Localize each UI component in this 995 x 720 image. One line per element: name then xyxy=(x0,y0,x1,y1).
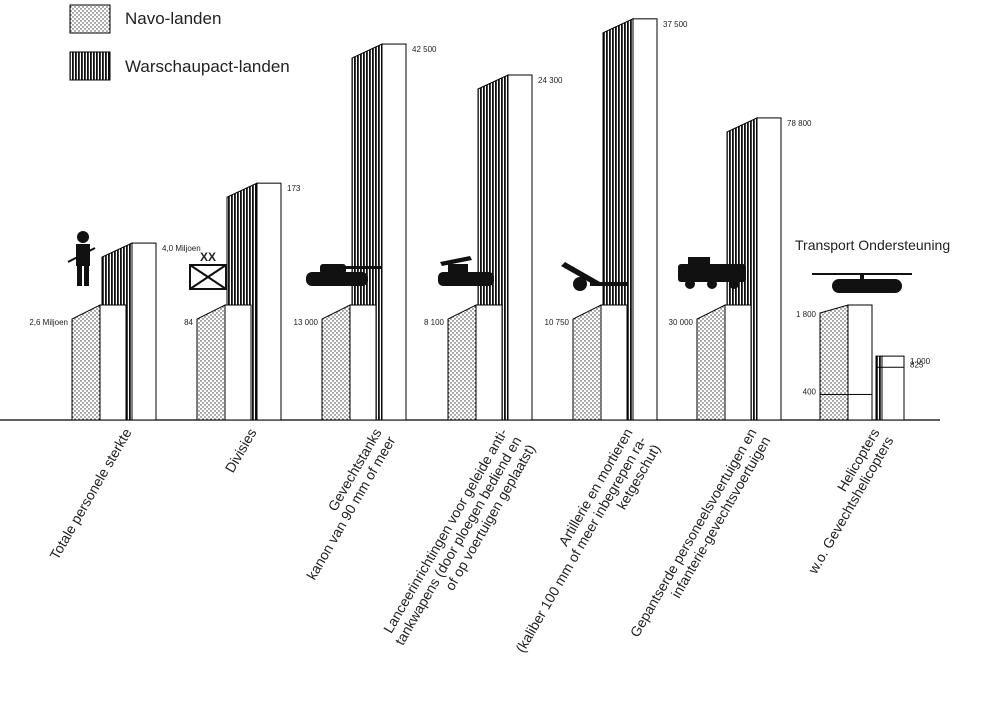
bar-segment xyxy=(819,393,873,421)
artillery-icon xyxy=(561,262,628,291)
apc-icon xyxy=(678,257,746,289)
bar xyxy=(475,304,503,421)
bar-side xyxy=(875,355,883,421)
bar-side xyxy=(696,304,726,421)
bar-side xyxy=(71,304,101,421)
value-label: 84 xyxy=(184,318,193,327)
bar-side xyxy=(196,304,226,421)
bar xyxy=(224,304,252,421)
legend-swatch xyxy=(69,4,111,34)
value-label: 78 800 xyxy=(787,119,812,128)
bar-side xyxy=(819,304,849,421)
antitank-icon xyxy=(438,256,494,286)
category-label-line: Divisies xyxy=(222,426,260,476)
category-label-line: infanterie-gevechtsvoertuigen xyxy=(668,434,774,601)
category-label-line: w.o. Gevechtshelicopters xyxy=(804,434,896,578)
bar xyxy=(349,304,377,421)
bar xyxy=(724,304,752,421)
svg-text:XX: XX xyxy=(200,250,216,264)
legend: Navo-landen Warschaupact-landen xyxy=(69,4,290,81)
icons: XX xyxy=(67,231,912,293)
division-icon: XX xyxy=(189,250,227,290)
category-label-line: tankwapens (door ploegen bediend en xyxy=(392,434,525,648)
bar-side xyxy=(321,304,351,421)
bar xyxy=(881,355,905,421)
value-label: 173 xyxy=(287,184,301,193)
bar xyxy=(600,304,628,421)
legend-swatch xyxy=(69,51,111,81)
category-label: Totale personele sterkte xyxy=(46,425,134,562)
bar xyxy=(507,74,533,421)
bar xyxy=(381,43,407,421)
value-label: 2,6 Miljoen xyxy=(29,318,68,327)
soldier-icon xyxy=(67,231,96,286)
bar-side xyxy=(447,304,477,421)
bar-side xyxy=(572,304,602,421)
tank-icon xyxy=(306,264,382,286)
category-label-line: (kaliber 100 mm of meer inbegrepen ra- xyxy=(512,433,649,655)
bar xyxy=(99,304,127,421)
value-label: 4,0 Miljoen xyxy=(162,244,201,253)
category-label: Divisies xyxy=(222,426,260,476)
value-label: 400 xyxy=(803,387,817,396)
category-label: Lanceerinrichtingen voor geleide anti-ta… xyxy=(380,425,538,648)
value-label: 1 000 xyxy=(910,357,931,366)
value-label: 825 xyxy=(910,360,924,369)
bar xyxy=(756,117,782,421)
bar xyxy=(632,18,658,421)
value-label: 13 000 xyxy=(294,318,319,327)
bar xyxy=(256,182,282,421)
legend-label: Navo-landen xyxy=(125,9,221,28)
legend-label: Warschaupact-landen xyxy=(125,57,290,76)
value-label: 8 100 xyxy=(424,318,445,327)
value-label: 42 500 xyxy=(412,45,437,54)
category-label-line: kanon van 90 mm of meer xyxy=(303,433,398,582)
value-label: 24 300 xyxy=(538,76,563,85)
value-label: 30 000 xyxy=(669,318,694,327)
bar xyxy=(131,242,157,421)
value-label: 1 800 xyxy=(796,310,817,319)
helicopter-header: Transport Ondersteuning xyxy=(795,237,950,253)
bar xyxy=(847,304,873,421)
category-label-line: Totale personele sterkte xyxy=(46,425,134,562)
helicopter-icon xyxy=(812,273,912,293)
value-label: 10 750 xyxy=(545,318,570,327)
value-label: 37 500 xyxy=(663,20,688,29)
